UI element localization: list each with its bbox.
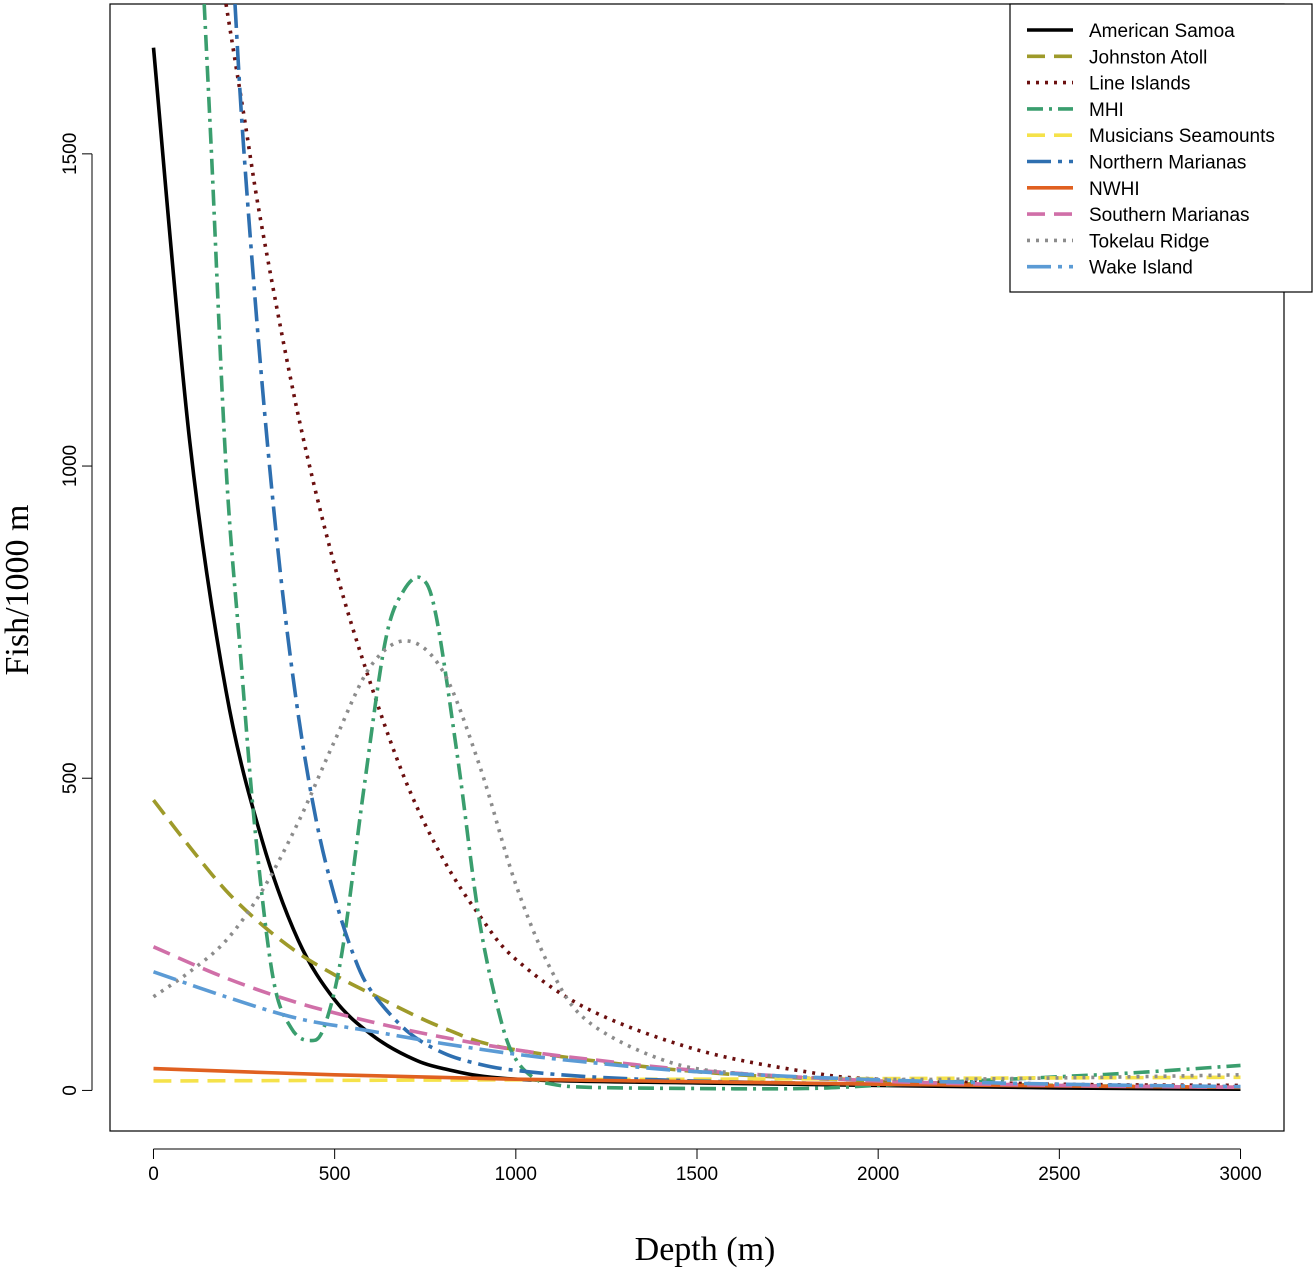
legend-label-american-samoa: American Samoa — [1089, 21, 1235, 42]
series-line-line-islands — [224, 4, 1241, 1088]
y-tick-label: 1500 — [60, 133, 81, 175]
x-tick-label: 2500 — [1038, 1164, 1080, 1185]
legend: American Samoa Johnston Atoll Line Islands… — [1009, 3, 1313, 293]
legend-label-wake-island: Wake Island — [1089, 258, 1193, 279]
legend-label-nwhi: NWHI — [1089, 179, 1140, 200]
y-tick-label: 500 — [60, 762, 81, 794]
legend-box — [1009, 3, 1313, 293]
series-line-tokelau-ridge — [152, 639, 1241, 1082]
legend-label-line-islands: Line Islands — [1089, 74, 1190, 95]
series-line-mhi — [202, 4, 1241, 1091]
x-tick-label: 1500 — [676, 1164, 718, 1185]
x-tick-label: 500 — [319, 1164, 351, 1185]
legend-label-mhi: MHI — [1089, 100, 1124, 121]
legend-label-northern-marianas: Northern Marianas — [1089, 153, 1246, 174]
x-tick-label: 1000 — [495, 1164, 537, 1185]
series-line-southern-marianas — [152, 945, 1241, 1090]
legend-label-musicians-seamounts: Musicians Seamounts — [1089, 126, 1275, 147]
plot-frame — [109, 3, 1285, 1132]
y-axis-label: Fish/1000 m — [0, 505, 36, 676]
y-tick-label: 0 — [60, 1085, 81, 1096]
legend-label-johnston-atoll: Johnston Atoll — [1089, 47, 1207, 68]
y-tick-label: 1000 — [60, 445, 81, 487]
x-tick-label: 3000 — [1219, 1164, 1261, 1185]
x-axis-label: Depth (m) — [635, 1231, 776, 1268]
series-line-johnston-atoll — [152, 799, 1241, 1090]
x-tick-label: 0 — [148, 1164, 159, 1185]
series-line-wake-island — [152, 970, 1241, 1089]
x-tick-label: 2000 — [857, 1164, 899, 1185]
legend-label-tokelau-ridge: Tokelau Ridge — [1089, 231, 1209, 252]
legend-label-southern-marianas: Southern Marianas — [1089, 205, 1250, 226]
